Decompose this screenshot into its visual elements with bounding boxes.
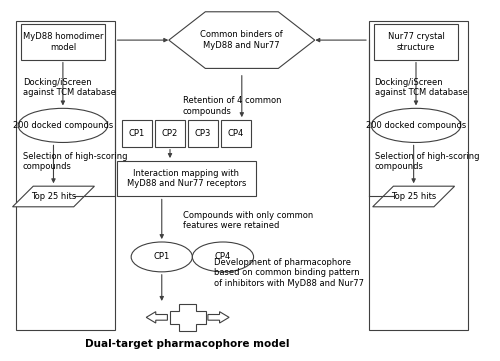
Text: Docking/iScreen
against TCM database: Docking/iScreen against TCM database [374, 78, 468, 97]
FancyBboxPatch shape [220, 120, 251, 147]
Text: MyD88 homodimer
model: MyD88 homodimer model [22, 32, 103, 52]
Text: Dual-target pharmacophore model: Dual-target pharmacophore model [86, 339, 290, 349]
Text: Retention of 4 common
compounds: Retention of 4 common compounds [183, 96, 282, 116]
Polygon shape [12, 186, 94, 207]
Text: CP4: CP4 [215, 252, 231, 261]
Ellipse shape [131, 242, 192, 272]
Text: 200 docked compounds: 200 docked compounds [366, 121, 466, 130]
Text: Selection of high-scoring
compounds: Selection of high-scoring compounds [374, 152, 479, 171]
FancyBboxPatch shape [188, 120, 218, 147]
Ellipse shape [372, 108, 460, 143]
Text: Top 25 hits: Top 25 hits [391, 192, 436, 201]
FancyBboxPatch shape [117, 161, 256, 196]
Text: Interaction mapping with
MyD88 and Nur77 receptors: Interaction mapping with MyD88 and Nur77… [127, 169, 246, 188]
Polygon shape [208, 312, 229, 323]
Text: CP2: CP2 [162, 129, 178, 138]
Text: 200 docked compounds: 200 docked compounds [13, 121, 113, 130]
FancyBboxPatch shape [16, 21, 114, 330]
Text: Docking/iScreen
against TCM database: Docking/iScreen against TCM database [23, 78, 116, 97]
Ellipse shape [18, 108, 108, 143]
FancyBboxPatch shape [154, 120, 186, 147]
Polygon shape [169, 12, 315, 69]
Text: Common binders of
MyD88 and Nur77: Common binders of MyD88 and Nur77 [200, 30, 283, 50]
Text: Top 25 hits: Top 25 hits [31, 192, 76, 201]
Text: CP3: CP3 [195, 129, 211, 138]
Text: Development of pharmacophore
based on common binding pattern
of inhibitors with : Development of pharmacophore based on co… [214, 258, 364, 288]
Text: Nur77 crystal
structure: Nur77 crystal structure [388, 32, 444, 52]
Polygon shape [372, 186, 454, 207]
FancyBboxPatch shape [122, 120, 152, 147]
FancyBboxPatch shape [369, 21, 468, 330]
Ellipse shape [192, 242, 254, 272]
Text: CP1: CP1 [154, 252, 170, 261]
Text: Compounds with only common
features were retained: Compounds with only common features were… [183, 210, 313, 230]
FancyBboxPatch shape [374, 24, 458, 60]
Polygon shape [170, 304, 205, 331]
FancyBboxPatch shape [20, 24, 105, 60]
Text: Selection of high-scoring
compounds: Selection of high-scoring compounds [23, 152, 128, 171]
Polygon shape [146, 312, 168, 323]
Text: CP4: CP4 [228, 129, 244, 138]
Text: CP1: CP1 [129, 129, 145, 138]
